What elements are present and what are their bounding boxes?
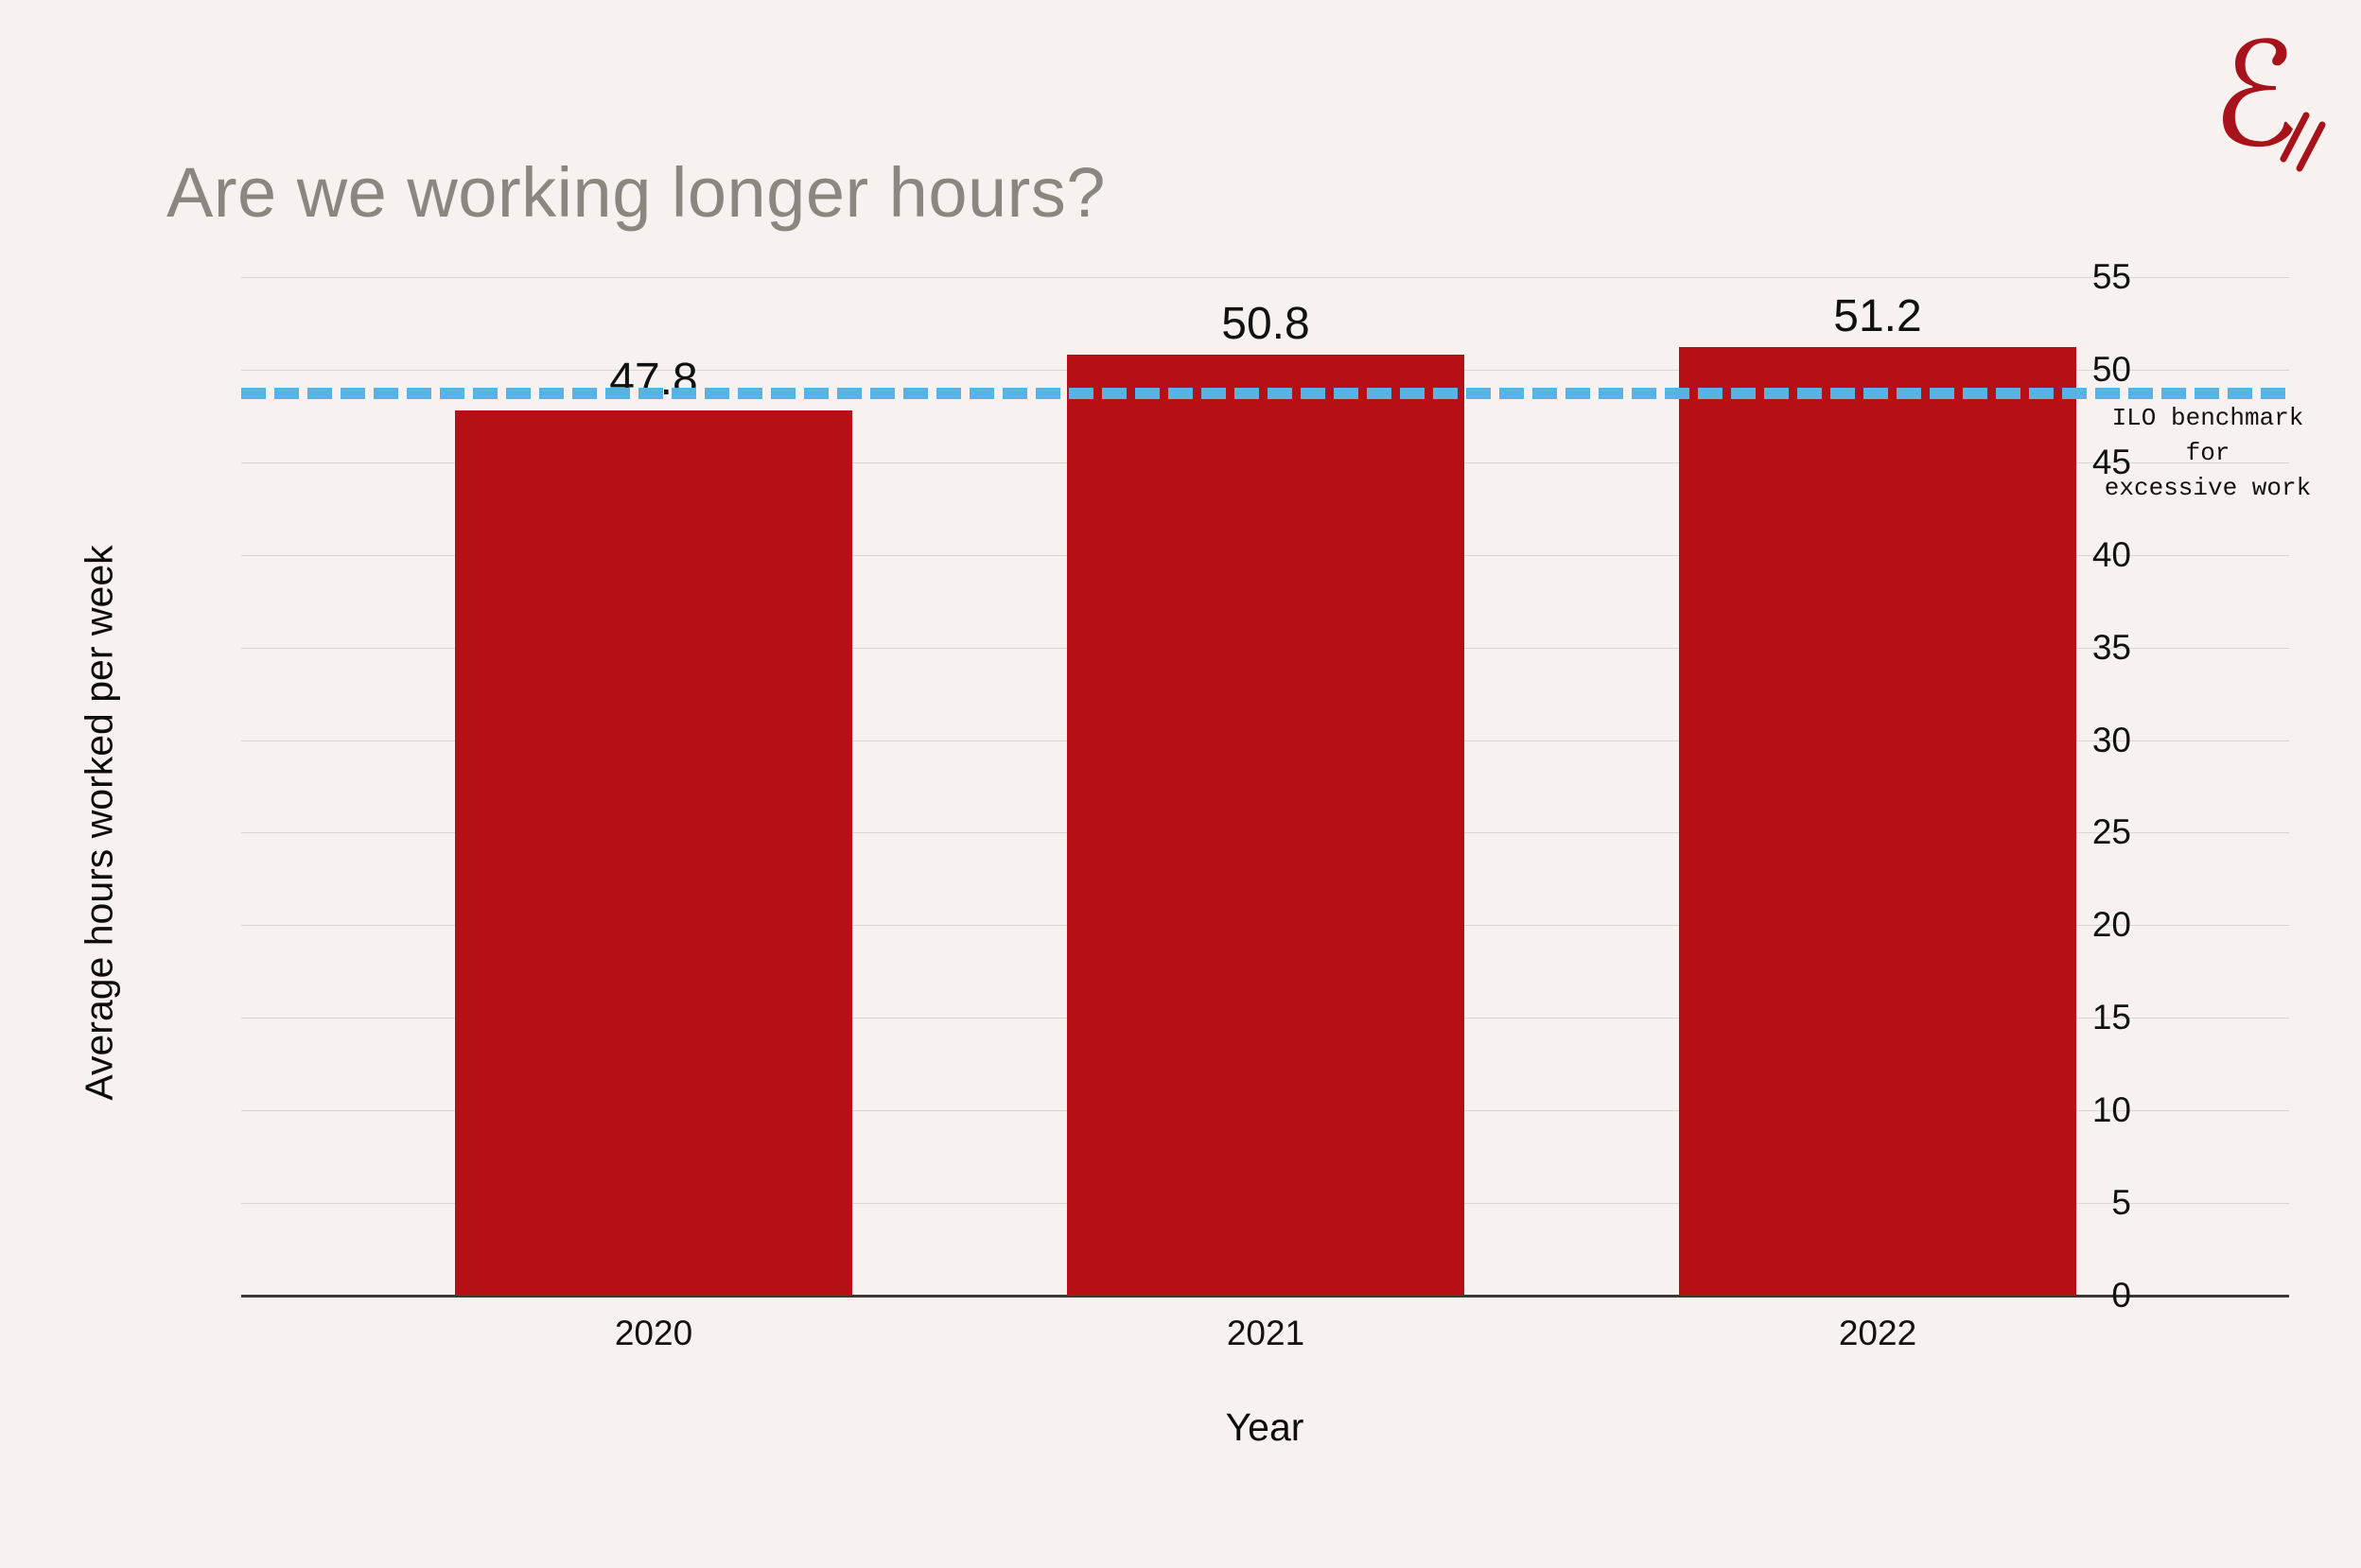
bar-2022 (1679, 347, 2076, 1296)
x-axis-title: Year (1225, 1405, 1304, 1449)
x-tick-label: 2021 (1226, 1314, 1305, 1352)
y-tick-label: 15 (2091, 998, 2131, 1037)
bar-value-label: 50.8 (1221, 299, 1310, 350)
y-tick-label: 35 (2091, 627, 2131, 667)
y-tick-label: 30 (2091, 720, 2131, 759)
bar-2020 (455, 409, 852, 1296)
benchmark-dashed-line (241, 388, 2287, 400)
y-tick-label: 45 (2091, 442, 2131, 481)
chart-title: Are we working longer hours? (166, 153, 1106, 232)
logo-double-slash-icon (2280, 112, 2326, 172)
gridline (241, 277, 2289, 278)
y-tick-label: 55 (2091, 257, 2131, 296)
x-tick-label: 2020 (614, 1314, 693, 1352)
bar-value-label: 51.2 (1833, 291, 1922, 342)
benchmark-annotation: ILO benchmark for excessive work (2085, 401, 2331, 506)
y-tick-label: 25 (2091, 812, 2131, 852)
y-tick-label: 40 (2091, 534, 2131, 574)
x-tick-label: 2022 (1838, 1314, 1917, 1352)
benchmark-annotation-line1: ILO benchmark for (2111, 404, 2304, 467)
bar-2021 (1067, 355, 1464, 1296)
benchmark-annotation-line2: excessive work (2104, 474, 2312, 502)
x-axis-line (241, 1295, 2289, 1298)
y-tick-label: 0 (2111, 1276, 2131, 1315)
y-tick-label: 50 (2091, 349, 2131, 389)
brand-logo: ℰ (2212, 15, 2353, 195)
y-tick-label: 5 (2111, 1183, 2131, 1223)
y-tick-label: 20 (2091, 905, 2131, 945)
script-e-logo-icon: ℰ (2212, 11, 2300, 179)
y-tick-label: 10 (2091, 1090, 2131, 1130)
